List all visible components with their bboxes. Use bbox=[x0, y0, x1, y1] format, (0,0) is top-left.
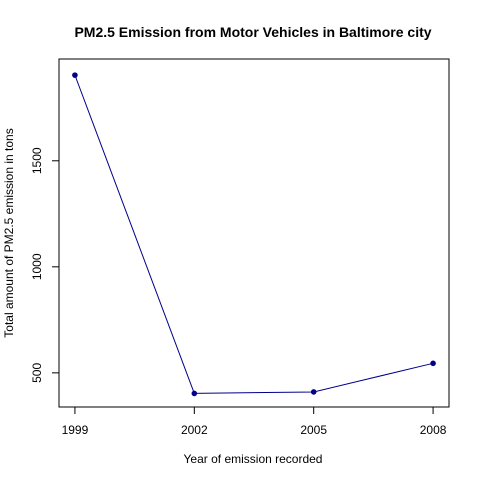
plot-frame bbox=[58, 58, 450, 408]
chart-title: PM2.5 Emission from Motor Vehicles in Ba… bbox=[74, 24, 431, 40]
y-axis: 500 1000 1500 bbox=[30, 147, 60, 383]
data-point bbox=[191, 390, 198, 397]
x-tick-label: 2008 bbox=[420, 423, 447, 437]
data-point bbox=[310, 389, 317, 395]
series-line bbox=[74, 74, 434, 394]
x-tick-label: 1999 bbox=[62, 423, 89, 437]
data-point bbox=[430, 360, 436, 367]
x-axis-label: Year of emission recorded bbox=[184, 452, 323, 466]
y-tick-label: 1500 bbox=[30, 147, 44, 174]
data-point bbox=[72, 72, 78, 78]
y-tick-label: 500 bbox=[30, 363, 44, 383]
y-axis-label: Total amount of PM2.5 emission in tons bbox=[2, 128, 16, 337]
x-axis: 1999 2002 2005 2008 bbox=[62, 406, 447, 437]
x-tick-label: 2002 bbox=[181, 423, 208, 437]
x-tick-label: 2005 bbox=[300, 423, 327, 437]
series-layer bbox=[72, 72, 436, 397]
y-tick-label: 1000 bbox=[30, 253, 44, 280]
